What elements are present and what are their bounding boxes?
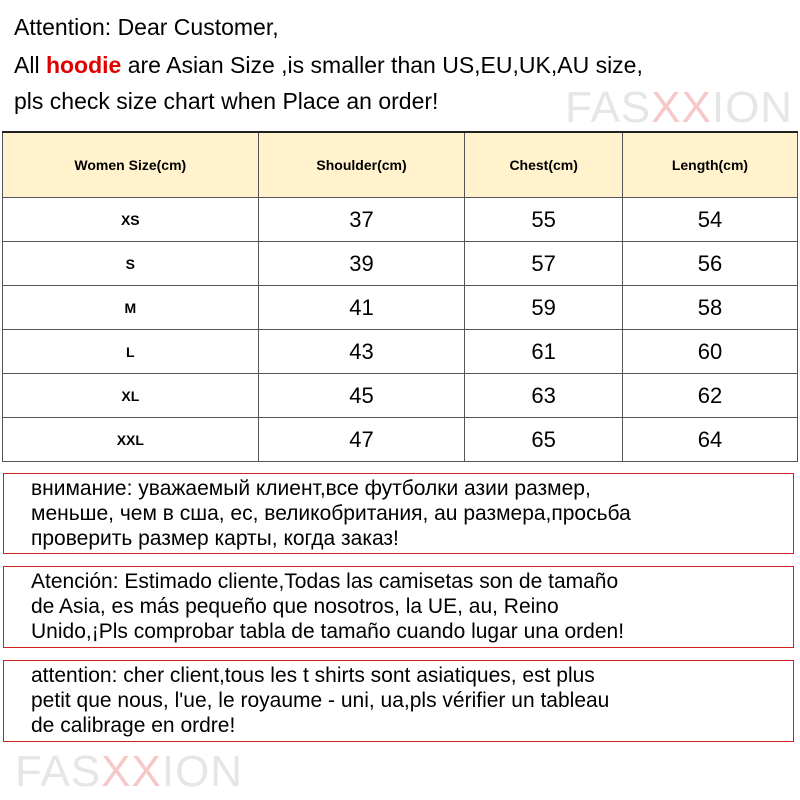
measurement-cell: 41: [257, 285, 466, 330]
table-row: XXL 47 65 64: [2, 417, 799, 462]
measurement-cell: 56: [621, 241, 799, 286]
notice-line: Unido,¡Pls comprobar tabla de tamaño cua…: [31, 620, 625, 643]
measurement-cell: 57: [464, 241, 623, 286]
column-header: Chest(cm): [464, 131, 623, 198]
measurement-cell: 55: [464, 197, 623, 242]
column-header: Length(cm): [621, 131, 799, 198]
measurement-cell: 61: [464, 329, 623, 374]
watermark-part: ION: [161, 747, 244, 796]
measurement-cell: 59: [464, 285, 623, 330]
column-header: Women Size(cm): [2, 131, 259, 198]
measurement-cell: 63: [464, 373, 623, 418]
table-row: S 39 57 56: [2, 241, 799, 286]
measurement-cell: 37: [257, 197, 466, 242]
measurement-cell: 64: [621, 417, 799, 462]
notice-french: attention: cher client,tous les t shirts…: [3, 660, 794, 742]
size-cell: XS: [2, 197, 259, 242]
measurement-cell: 62: [621, 373, 799, 418]
watermark-part: XX: [101, 747, 162, 796]
watermark-top: FASXXION: [565, 84, 793, 132]
asian-size-line: All hoodie are Asian Size ,is smaller th…: [14, 52, 643, 79]
notice-line: Atención: Estimado cliente,Todas las cam…: [31, 570, 619, 593]
watermark-part: ION: [711, 83, 794, 132]
notice-spanish: Atención: Estimado cliente,Todas las cam…: [3, 566, 794, 648]
notice-line: проверить размер карты, когда заказ!: [31, 527, 399, 550]
watermark-part: XX: [651, 83, 712, 132]
notice-line: меньше, чем в сша, ес, великобритания, a…: [31, 502, 631, 525]
size-cell: L: [2, 329, 259, 374]
line-suffix: are Asian Size ,is smaller than US,EU,UK…: [121, 52, 643, 78]
measurement-cell: 58: [621, 285, 799, 330]
measurement-cell: 54: [621, 197, 799, 242]
watermark-part: FAS: [15, 747, 102, 796]
size-cell: XL: [2, 373, 259, 418]
measurement-cell: 47: [257, 417, 466, 462]
notice-line: внимание: уважаемый клиент,все футболки …: [31, 477, 591, 500]
size-cell: XXL: [2, 417, 259, 462]
table-row: XS 37 55 54: [2, 197, 799, 242]
size-chart-table: Women Size(cm) Shoulder(cm) Chest(cm) Lengt…: [2, 131, 799, 462]
measurement-cell: 39: [257, 241, 466, 286]
watermark-bottom: FASXXION: [15, 748, 243, 796]
notice-russian: внимание: уважаемый клиент,все футболки …: [3, 473, 794, 554]
product-highlight: hoodie: [45, 52, 122, 78]
table-row: XL 45 63 62: [2, 373, 799, 418]
attention-line: Attention: Dear Customer,: [14, 14, 279, 40]
measurement-cell: 65: [464, 417, 623, 462]
check-chart-line: pls check size chart when Place an order…: [14, 88, 439, 114]
table-row: L 43 61 60: [2, 329, 799, 374]
size-cell: S: [2, 241, 259, 286]
watermark-part: FAS: [565, 83, 652, 132]
measurement-cell: 45: [257, 373, 466, 418]
line-prefix: All: [14, 52, 46, 78]
notice-line: petit que nous, l'ue, le royaume - uni, …: [31, 689, 610, 712]
notice-line: attention: cher client,tous les t shirts…: [31, 664, 595, 687]
size-cell: M: [2, 285, 259, 330]
notice-line: de Asia, es más pequeño que nosotros, la…: [31, 595, 559, 618]
table-row: M 41 59 58: [2, 285, 799, 330]
measurement-cell: 60: [621, 329, 799, 374]
measurement-cell: 43: [257, 329, 466, 374]
column-header: Shoulder(cm): [257, 131, 466, 198]
notice-line: de calibrage en ordre!: [31, 714, 236, 737]
